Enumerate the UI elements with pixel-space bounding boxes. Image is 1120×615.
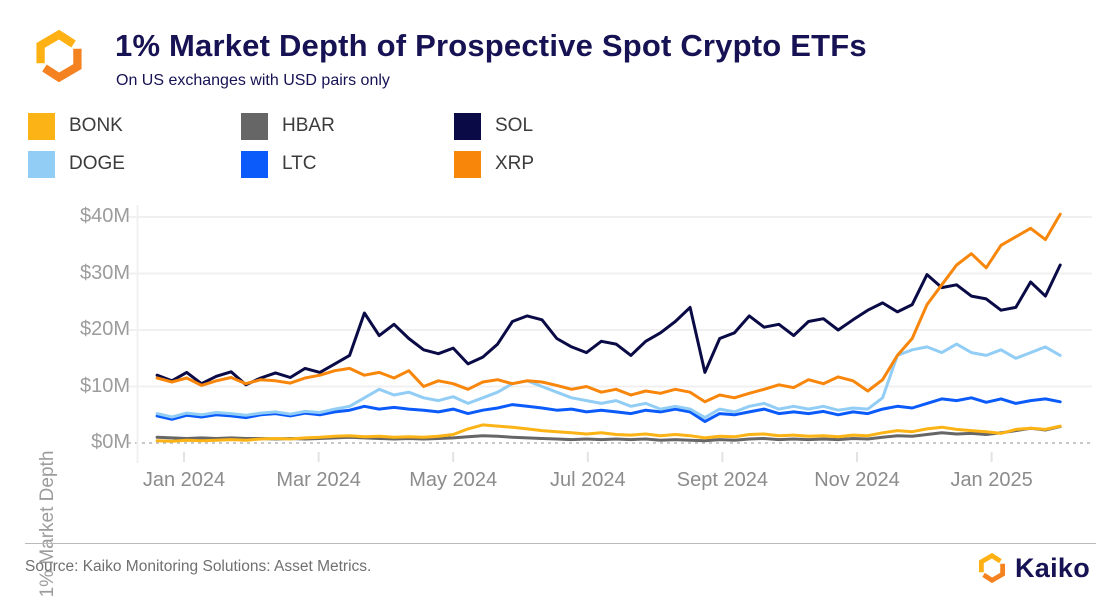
legend-swatch-doge <box>28 150 55 178</box>
series-line-sol <box>155 263 1062 387</box>
legend-label-ltc: LTC <box>282 153 317 174</box>
series-line-bonk <box>155 423 1062 443</box>
y-tick-label: $0M <box>91 431 130 453</box>
series-line-xrp <box>155 212 1062 404</box>
page-title: 1% Market Depth of Prospective Spot Cryp… <box>115 28 867 63</box>
y-tick-label: $30M <box>79 261 130 284</box>
chart-legend: BONK DOGE HBAR LTC SOL XRP <box>28 112 667 178</box>
footer-brand: Kaiko <box>977 552 1090 584</box>
page-subtitle: On US exchanges with USD pairs only <box>116 72 390 89</box>
legend-swatch-bonk <box>28 112 55 140</box>
source-note: Source: Kaiko Monitoring Solutions: Asse… <box>25 558 372 575</box>
y-tick-label: $40M <box>79 205 130 227</box>
y-tick-label: $20M <box>79 318 130 340</box>
legend-item-xrp: XRP <box>454 150 667 178</box>
series-line-ltc <box>155 396 1062 423</box>
market-depth-chart: 1% Market Depth $0M $10M $20M $30M $40M Jan 2… <box>0 195 1120 597</box>
y-tick-label: $10M <box>79 374 130 397</box>
legend-item-ltc: LTC <box>241 150 454 178</box>
legend-label-xrp: XRP <box>495 153 535 174</box>
legend-label-bonk: BONK <box>69 115 123 136</box>
legend-item-sol: SOL <box>454 112 667 140</box>
x-tick-label: Jan 2025 <box>950 469 1033 491</box>
x-tick-label: Mar 2024 <box>276 469 361 491</box>
legend-item-hbar: HBAR <box>241 112 454 140</box>
legend-item-doge: DOGE <box>28 150 241 178</box>
legend-label-hbar: HBAR <box>282 115 335 136</box>
legend-swatch-xrp <box>454 150 481 178</box>
legend-swatch-hbar <box>241 112 268 140</box>
kaiko-logo-icon <box>36 29 82 83</box>
x-tick-label: Jul 2024 <box>549 469 626 491</box>
x-tick-label: Sept 2024 <box>676 469 768 491</box>
plot-area <box>128 205 1092 463</box>
footer-brand-name: Kaiko <box>1014 552 1090 583</box>
x-tick-label: Nov 2024 <box>814 469 900 491</box>
legend-label-doge: DOGE <box>69 153 125 174</box>
footer-divider <box>25 543 1096 544</box>
legend-swatch-ltc <box>241 150 268 178</box>
legend-label-sol: SOL <box>495 115 534 136</box>
kaiko-logo-icon-small <box>978 552 1005 584</box>
series-line-doge <box>155 342 1062 420</box>
x-tick-label: Jan 2024 <box>142 469 226 491</box>
x-tick-label: May 2024 <box>409 469 498 491</box>
legend-swatch-sol <box>454 112 481 140</box>
legend-item-bonk: BONK <box>28 112 241 140</box>
